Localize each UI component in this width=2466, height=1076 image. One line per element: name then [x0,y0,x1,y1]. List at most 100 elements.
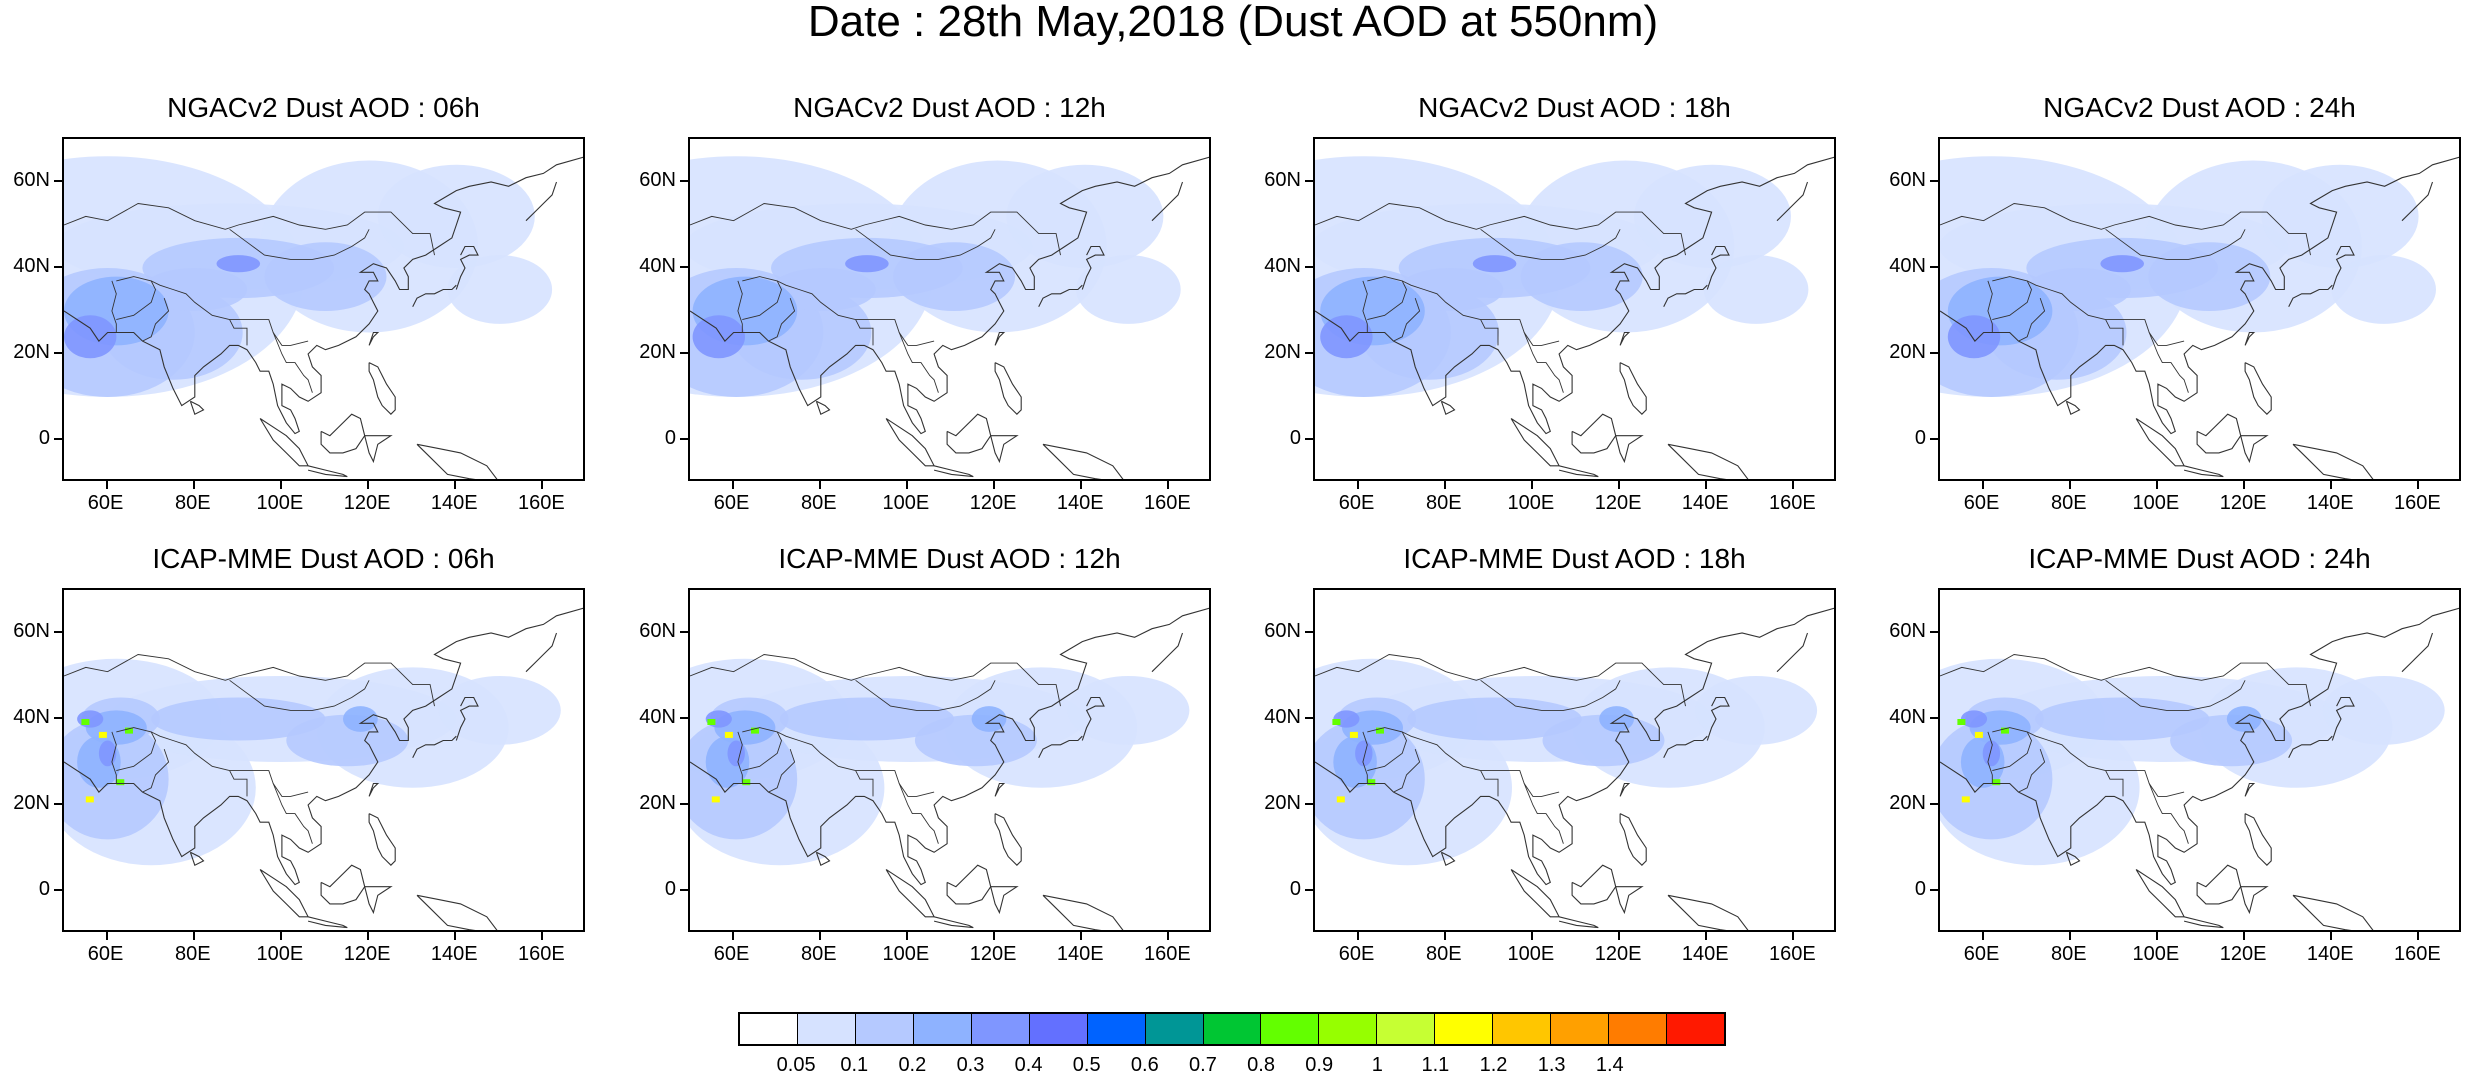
lon-tick-mark [993,932,995,940]
colorbar-label: 1.4 [1580,1055,1640,1075]
lon-tick-label: 160E [506,944,576,964]
lat-tick-label: 40N [0,256,50,276]
lon-tick-label: 120E [332,944,402,964]
lon-tick-mark [2243,932,2245,940]
lon-tick-mark [993,481,995,489]
lat-tick-label: 20N [0,342,50,362]
lat-tick-label: 60N [616,621,676,641]
lon-tick-label: 60E [697,944,767,964]
colorbar-label: 0.4 [999,1055,1059,1075]
lat-tick-label: 20N [1241,793,1301,813]
lat-tick-label: 40N [1241,707,1301,727]
lon-tick-mark [906,481,908,489]
lon-tick-label: 80E [1409,493,1479,513]
lat-tick-mark [54,180,62,182]
lat-tick-mark [1930,352,1938,354]
lat-tick-label: 20N [0,793,50,813]
lon-tick-mark [1982,481,1984,489]
lat-tick-label: 0 [1241,428,1301,448]
lat-tick-label: 40N [0,707,50,727]
lon-tick-mark [541,481,543,489]
map-panel [62,588,585,932]
lon-tick-label: 160E [2382,944,2452,964]
lat-tick-label: 40N [1241,256,1301,276]
lon-tick-mark [732,481,734,489]
lat-tick-label: 0 [0,879,50,899]
lat-tick-mark [680,352,688,354]
colorbar-label: 0.7 [1173,1055,1233,1075]
lat-tick-label: 0 [1866,879,1926,899]
lon-tick-mark [1080,932,1082,940]
map-panel [62,137,585,481]
figure-title: Date : 28th May,2018 (Dust AOD at 550nm) [0,0,2466,44]
lon-tick-label: 80E [784,493,854,513]
colorbar [738,1012,1726,1046]
lon-tick-mark [819,481,821,489]
colorbar-label: 1.1 [1405,1055,1465,1075]
map-panel [688,137,1211,481]
lat-tick-label: 0 [0,428,50,448]
lat-tick-mark [1930,631,1938,633]
lon-tick-label: 100E [1496,944,1566,964]
lon-tick-label: 80E [158,944,228,964]
lon-tick-label: 120E [1583,493,1653,513]
lon-tick-mark [106,481,108,489]
lon-tick-label: 140E [1045,493,1115,513]
lat-tick-mark [1930,889,1938,891]
panel-title: ICAP-MME Dust AOD : 18h [1295,545,1855,573]
lat-tick-mark [680,631,688,633]
lon-tick-mark [193,481,195,489]
lat-tick-mark [54,717,62,719]
lat-tick-mark [1305,803,1313,805]
lat-tick-mark [54,266,62,268]
lon-tick-label: 160E [506,493,576,513]
lat-tick-mark [54,438,62,440]
colorbar-label: 0.5 [1057,1055,1117,1075]
dust-aod-map [64,139,585,481]
lon-tick-label: 160E [1132,944,1202,964]
colorbar-label: 1.2 [1464,1055,1524,1075]
lon-tick-label: 120E [958,493,1028,513]
colorbar-label: 0.9 [1289,1055,1349,1075]
panel-title: ICAP-MME Dust AOD : 06h [44,545,604,573]
lon-tick-label: 160E [1757,944,1827,964]
lon-tick-mark [454,932,456,940]
lat-tick-label: 0 [1866,428,1926,448]
lat-tick-label: 60N [1866,621,1926,641]
colorbar-label: 0.1 [824,1055,884,1075]
lat-tick-label: 20N [616,342,676,362]
colorbar-label: 0.6 [1115,1055,1175,1075]
colorbar-swatch [1609,1014,1667,1044]
lon-tick-mark [1080,481,1082,489]
dust-aod-map [690,590,1211,932]
lat-tick-label: 0 [1241,879,1301,899]
lon-tick-label: 100E [871,493,941,513]
colorbar-label: 1.3 [1522,1055,1582,1075]
map-panel [1938,588,2461,932]
lat-tick-label: 60N [616,170,676,190]
lon-tick-label: 80E [2034,493,2104,513]
lon-tick-mark [280,932,282,940]
lat-tick-mark [1305,438,1313,440]
lon-tick-mark [1792,481,1794,489]
panel-title: NGACv2 Dust AOD : 06h [44,94,604,122]
lon-tick-label: 160E [2382,493,2452,513]
lat-tick-mark [680,717,688,719]
panel-title: ICAP-MME Dust AOD : 24h [1920,545,2466,573]
colorbar-swatch [1261,1014,1319,1044]
lon-tick-mark [732,932,734,940]
lat-tick-mark [680,266,688,268]
lon-tick-label: 80E [1409,944,1479,964]
lat-tick-label: 60N [1866,170,1926,190]
lon-tick-label: 60E [1322,493,1392,513]
lat-tick-label: 40N [1866,707,1926,727]
lon-tick-label: 80E [158,493,228,513]
lon-tick-label: 100E [245,944,315,964]
lat-tick-mark [54,889,62,891]
colorbar-swatch [972,1014,1030,1044]
lon-tick-label: 100E [2121,944,2191,964]
lon-tick-mark [1982,932,1984,940]
lat-tick-mark [1305,631,1313,633]
colorbar-label: 0.3 [940,1055,1000,1075]
lon-tick-label: 60E [1947,944,2017,964]
